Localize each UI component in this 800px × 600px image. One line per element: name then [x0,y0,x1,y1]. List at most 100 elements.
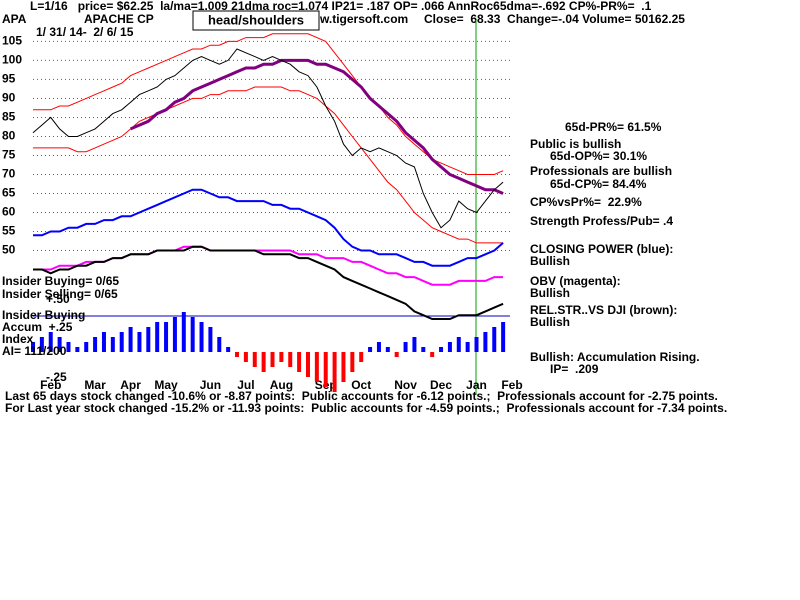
accum-bar [474,337,479,352]
accum-bar [93,337,98,352]
accum-bar [439,347,444,352]
accum-bar [119,332,124,352]
series-line [130,58,504,195]
left-note: +.50 [46,292,70,306]
y-tick-label: 100 [2,53,22,67]
quote: Close= 68.33 Change=-.04 Volume= 50162.2… [424,12,685,26]
accum-bar [208,327,213,352]
accum-bar [66,342,71,352]
y-tick-label: 55 [2,224,16,238]
accum-bar [288,352,293,367]
accum-bar [456,337,461,352]
accum-bar [376,342,381,352]
annotation: Bullish [530,286,570,300]
y-tick-label: 80 [2,129,16,143]
accum-bar [421,347,426,352]
x-tick-label: Oct [351,378,371,392]
y-tick-label: 75 [2,148,16,162]
accum-bar [412,337,417,352]
series-line [33,245,504,320]
y-tick-label: 105 [2,34,22,48]
accum-bar [57,337,62,352]
x-tick-label: Jul [237,378,254,392]
annotation: REL.STR..VS DJI (brown): [530,303,677,317]
y-tick-label: 85 [2,110,16,124]
accum-bar [323,352,328,387]
accum-bar [314,352,319,382]
accum-bar [181,312,186,352]
series-line [32,48,504,229]
annotation: Professionals are bullish [530,164,672,178]
left-note: Insider Buying [2,308,85,322]
x-tick-label: Jan [466,378,487,392]
accum-bar [261,352,266,372]
site: w.tigersoft.com [319,12,408,26]
annotation: 65d-CP%= 84.4% [550,177,647,191]
accum-bar [226,347,231,352]
accum-bar [297,352,302,372]
accum-bar [350,352,355,372]
x-tick-label: Jun [200,378,221,392]
accum-bar [270,352,275,367]
annotation: Bullish [530,315,570,329]
annotation: 65d-PR%= 61.5% [565,120,662,134]
accum-bar [48,332,53,352]
footer-line: Last 65 days stock changed -10.6% or -8.… [5,389,718,403]
annotation: Bullish: Accumulation Rising. [530,350,700,364]
left-note: AI= 111/200 [2,344,67,358]
x-tick-label: Feb [40,378,61,392]
pattern-box [192,10,320,31]
header-line: L=1/16 price= $62.25 la/ma=1.009 21dma r… [30,0,652,13]
accum-bar [84,342,89,352]
ticker: APA [2,12,27,26]
annotation: 65d-OP%= 30.1% [550,149,647,163]
accum-bar [146,327,151,352]
x-tick-label: May [154,378,178,392]
annotation: CP%vsPr%= 22.9% [530,195,642,209]
date-range: 1/ 31/ 14- 2/ 6/ 15 [36,25,134,39]
left-note: Index [2,332,34,346]
accum-bar [31,342,35,352]
accum-bar [128,327,133,352]
series-line [33,86,504,244]
x-tick-label: Apr [120,378,141,392]
annotation: Public is bullish [530,137,621,151]
accum-bar [430,352,435,357]
annotation: Bullish [530,254,570,268]
accum-bar [359,352,364,362]
accum-bar [447,342,452,352]
x-tick-label: Aug [270,378,293,392]
left-note: -.25 [46,370,67,384]
annotation: OBV (magenta): [530,274,621,288]
accum-bar [155,322,160,352]
y-tick-label: 65 [2,186,16,200]
y-tick-label: 50 [2,243,16,257]
accum-bar [305,352,310,377]
accum-bar [190,317,195,352]
accum-bar [217,337,222,352]
annotation: Strength Profess/Pub= .4 [530,214,673,228]
accum-bar [101,332,106,352]
accum-bar [394,352,399,357]
left-note: Insider Selling= 0/65 [2,287,118,301]
accum-bar [252,352,257,367]
y-tick-label: 60 [2,205,16,219]
accum-bar [39,337,44,352]
company: APACHE CP [84,12,154,26]
y-tick-label: 90 [2,91,16,105]
left-note: Accum +.25 [2,320,73,334]
x-tick-label: Mar [84,378,106,392]
series-line [33,33,504,175]
accum-bar [172,317,177,352]
series-line [33,188,504,267]
accum-bar [483,332,488,352]
left-note: Insider Buying= 0/65 [2,274,119,288]
accum-bar [75,347,80,352]
x-tick-label: Feb [501,378,522,392]
accum-bar [137,332,142,352]
y-tick-label: 70 [2,167,16,181]
x-tick-label: Dec [430,378,452,392]
accum-bar [279,352,284,362]
accum-bar [235,352,240,357]
accum-bar [465,342,470,352]
